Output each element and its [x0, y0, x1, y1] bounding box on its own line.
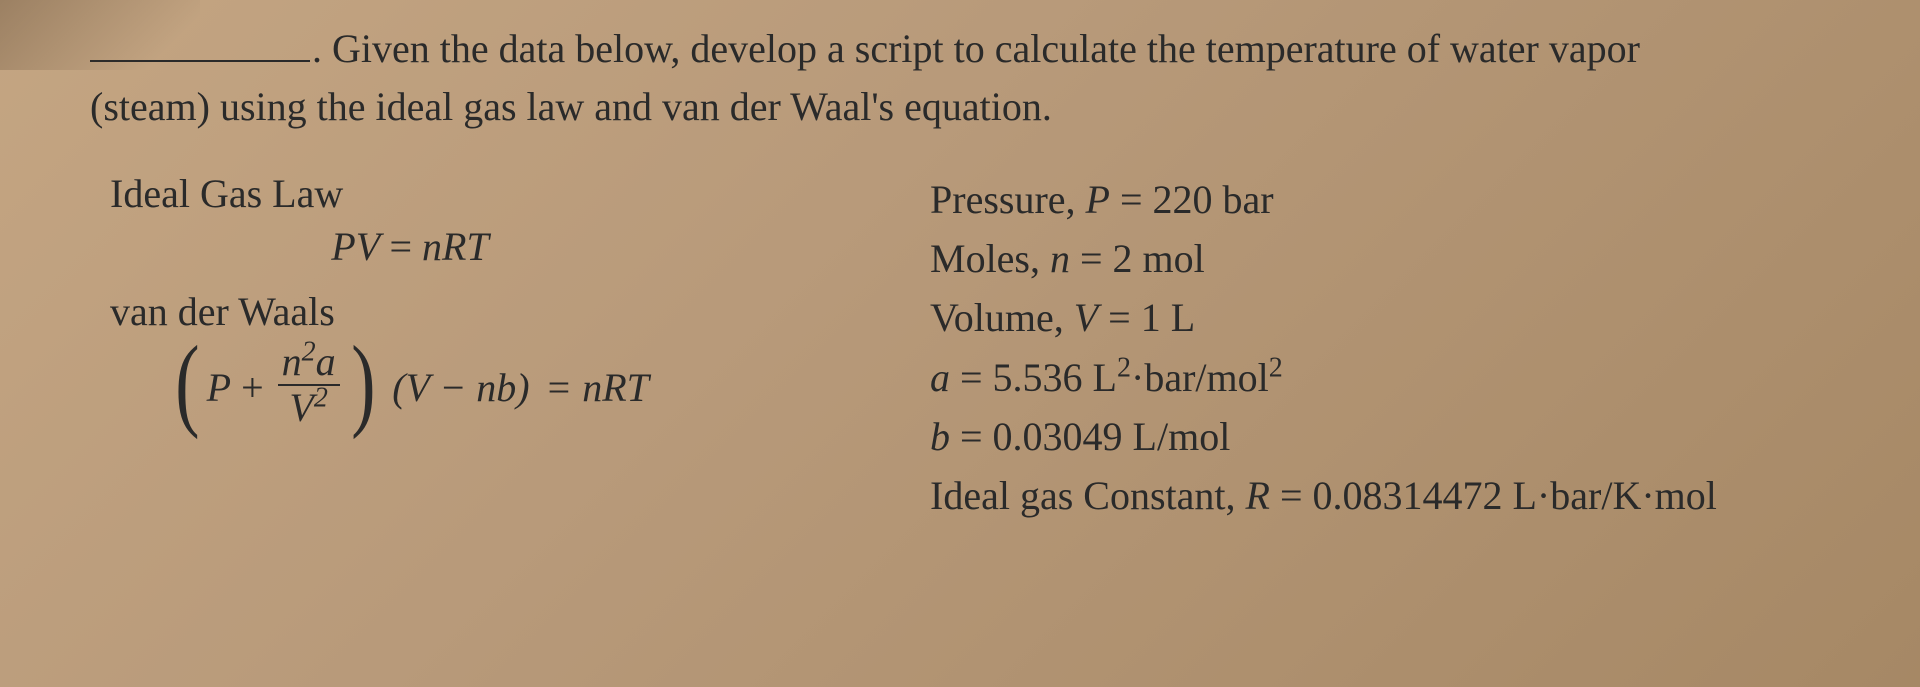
fraction-numerator: n2a: [278, 341, 340, 386]
ideal-gas-law-equation: PV = nRT: [110, 223, 870, 270]
volume-value: = 1 L: [1098, 295, 1195, 340]
prompt-line2: (steam) using the ideal gas law and van …: [90, 84, 1052, 129]
content-columns: Ideal Gas Law PV = nRT van der Waals ( P…: [90, 170, 1870, 525]
right-paren: ): [351, 347, 375, 420]
left-paren: (: [175, 347, 199, 420]
ideal-rhs: nRT: [422, 224, 489, 269]
vdw-volume-term: (V − nb): [392, 364, 529, 411]
page: . Given the data below, develop a script…: [0, 0, 1920, 565]
vdw-P: P: [207, 364, 231, 411]
pressure-value: = 220 bar: [1110, 177, 1274, 222]
moles-label: Moles,: [930, 236, 1050, 281]
plus-sign: +: [241, 364, 264, 411]
volume-label: Volume,: [930, 295, 1074, 340]
moles-value: = 2 mol: [1070, 236, 1205, 281]
b-symbol: b: [930, 414, 950, 459]
a-sup1: 2: [1117, 352, 1131, 383]
blank-underline: [90, 60, 310, 62]
moles-symbol: n: [1050, 236, 1070, 281]
given-data-column: Pressure, P = 220 bar Moles, n = 2 mol V…: [890, 170, 1870, 525]
b-value: = 0.03049 L/mol: [950, 414, 1230, 459]
R-value: = 0.08314472 L·bar/K·mol: [1270, 473, 1717, 518]
given-R: Ideal gas Constant, R = 0.08314472 L·bar…: [930, 466, 1870, 525]
equals-sign: =: [389, 224, 422, 269]
a-symbol: a: [930, 355, 950, 400]
R-label: Ideal gas Constant,: [930, 473, 1246, 518]
frac-n-exp: 2: [302, 337, 316, 368]
given-pressure: Pressure, P = 220 bar: [930, 170, 1870, 229]
equations-column: Ideal Gas Law PV = nRT van der Waals ( P…: [90, 170, 870, 525]
van-der-waals-equation: ( P + n2a V2 ) (V − nb) = nRT: [110, 343, 870, 431]
vdw-equals: =: [548, 364, 571, 411]
a-value-mid: ·bar/mol: [1131, 355, 1269, 400]
ideal-lhs: PV: [331, 224, 379, 269]
given-b: b = 0.03049 L/mol: [930, 407, 1870, 466]
van-der-waals-label: van der Waals: [110, 288, 870, 335]
prompt-line1: . Given the data below, develop a script…: [312, 26, 1640, 71]
frac-a: a: [316, 339, 336, 384]
frac-n: n: [282, 339, 302, 384]
problem-prompt: . Given the data below, develop a script…: [90, 20, 1870, 136]
pressure-label: Pressure,: [930, 177, 1086, 222]
frac-V-exp: 2: [314, 383, 328, 414]
R-symbol: R: [1246, 473, 1270, 518]
given-a: a = 5.536 L2·bar/mol2: [930, 348, 1870, 407]
a-sup2: 2: [1269, 352, 1283, 383]
a-value-pre: = 5.536 L: [950, 355, 1117, 400]
vdw-fraction: n2a V2: [278, 341, 340, 429]
volume-symbol: V: [1074, 295, 1098, 340]
fraction-denominator: V2: [285, 386, 331, 429]
vdw-rhs: nRT: [582, 364, 649, 411]
pressure-symbol: P: [1086, 177, 1110, 222]
given-moles: Moles, n = 2 mol: [930, 229, 1870, 288]
frac-V: V: [289, 385, 313, 430]
ideal-gas-law-label: Ideal Gas Law: [110, 170, 870, 217]
given-volume: Volume, V = 1 L: [930, 288, 1870, 347]
